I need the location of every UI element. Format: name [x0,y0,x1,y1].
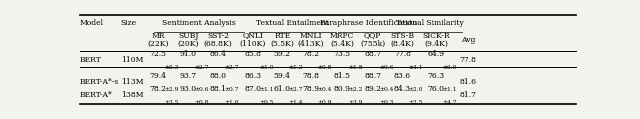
Text: 81.6: 81.6 [460,78,476,86]
Text: SST-2
(68.8K): SST-2 (68.8K) [204,32,232,48]
Text: Textual Similarity: Textual Similarity [396,19,464,27]
Text: ±5.3: ±5.3 [165,65,179,70]
Text: ±0.5: ±0.5 [259,100,273,105]
Text: BERT: BERT [80,56,102,64]
Text: ±4.1: ±4.1 [409,65,423,70]
Text: ±2.7: ±2.7 [195,65,209,70]
Text: 91.0: 91.0 [180,50,196,58]
Text: 85.8: 85.8 [244,50,261,58]
Text: 59.4: 59.4 [274,72,291,80]
Text: 110M: 110M [121,56,143,64]
Text: ±2.2: ±2.2 [348,87,363,92]
Text: RTE
(5.5K): RTE (5.5K) [271,32,294,48]
Text: 77.8: 77.8 [394,50,411,58]
Text: ±2.7: ±2.7 [225,65,239,70]
Text: ±3.9: ±3.9 [348,100,363,105]
Text: Size: Size [121,19,137,27]
Text: Textual Entailment: Textual Entailment [256,19,329,27]
Text: SICK-R
(9.4K): SICK-R (9.4K) [422,32,450,48]
Text: 59.2: 59.2 [274,50,291,58]
Text: ±6.0: ±6.0 [443,65,457,70]
Text: ±0.4: ±0.4 [379,87,394,92]
Text: BERT-A*: BERT-A* [80,91,113,99]
Text: SUBJ
(20K): SUBJ (20K) [177,32,199,48]
Text: 83.6: 83.6 [394,72,411,80]
Text: 81.7: 81.7 [460,91,476,99]
Text: ±1.8: ±1.8 [348,65,363,70]
Text: ±0.6: ±0.6 [195,87,209,92]
Text: 79.4: 79.4 [150,72,167,80]
Text: 88.7: 88.7 [364,72,381,80]
Text: STS-B
(8.4K): STS-B (8.4K) [390,32,415,48]
Text: 84.3: 84.3 [394,84,411,92]
Text: 72.5: 72.5 [150,50,167,58]
Text: Model: Model [80,19,104,27]
Text: ±1.4: ±1.4 [289,100,303,105]
Text: 78.9: 78.9 [302,84,319,92]
Text: ±2.7: ±2.7 [289,87,303,92]
Text: 81.5: 81.5 [333,72,350,80]
Text: 86.3: 86.3 [244,72,261,80]
Text: 93.7: 93.7 [180,72,196,80]
Text: 113M: 113M [121,78,143,86]
Text: ±3.5: ±3.5 [165,100,179,105]
Text: ±0.7: ±0.7 [225,87,239,92]
Text: 138M: 138M [121,91,143,99]
Text: 78.2: 78.2 [302,50,319,58]
Text: 89.2: 89.2 [364,84,381,92]
Text: ±0.8: ±0.8 [317,65,332,70]
Text: 77.8: 77.8 [460,56,476,64]
Text: ±0.9: ±0.9 [317,100,332,105]
Text: ±1.2: ±1.2 [289,65,303,70]
Text: 64.9: 64.9 [428,50,445,58]
Text: ±2.9: ±2.9 [165,87,179,92]
Text: ±1.1: ±1.1 [259,87,274,92]
Text: ±1.1: ±1.1 [443,87,457,92]
Text: BERT-A*-s: BERT-A*-s [80,78,119,86]
Text: 86.4: 86.4 [209,50,227,58]
Text: 88.1: 88.1 [209,84,227,92]
Text: 78.2: 78.2 [150,84,167,92]
Text: MNLI
(413K): MNLI (413K) [298,32,324,48]
Text: 76.0: 76.0 [428,84,445,92]
Text: MRPC
(5.4K): MRPC (5.4K) [330,32,354,48]
Text: ±4.7: ±4.7 [443,100,457,105]
Text: 93.0: 93.0 [180,84,196,92]
Text: Avg: Avg [461,36,475,44]
Text: ±0.8: ±0.8 [195,100,209,105]
Text: ±2.5: ±2.5 [409,100,423,105]
Text: ±2.0: ±2.0 [409,87,423,92]
Text: ±0.6: ±0.6 [379,65,394,70]
Text: 88.0: 88.0 [209,72,227,80]
Text: QNLI
(110K): QNLI (110K) [239,32,266,48]
Text: QQP
(755k): QQP (755k) [360,32,385,48]
Text: 76.3: 76.3 [428,72,445,80]
Text: Paraphrase Identification: Paraphrase Identification [319,19,417,27]
Text: 73.5: 73.5 [333,50,351,58]
Text: ±1.0: ±1.0 [225,100,239,105]
Text: 80.9: 80.9 [333,84,350,92]
Text: ±1.0: ±1.0 [259,65,273,70]
Text: ±0.4: ±0.4 [317,87,332,92]
Text: 87.0: 87.0 [244,84,261,92]
Text: Sentiment Analysis: Sentiment Analysis [162,19,236,27]
Text: 61.0: 61.0 [274,84,291,92]
Text: 88.7: 88.7 [364,50,381,58]
Text: MR
(22K): MR (22K) [148,32,169,48]
Text: ±0.3: ±0.3 [379,100,394,105]
Text: 78.8: 78.8 [302,72,319,80]
